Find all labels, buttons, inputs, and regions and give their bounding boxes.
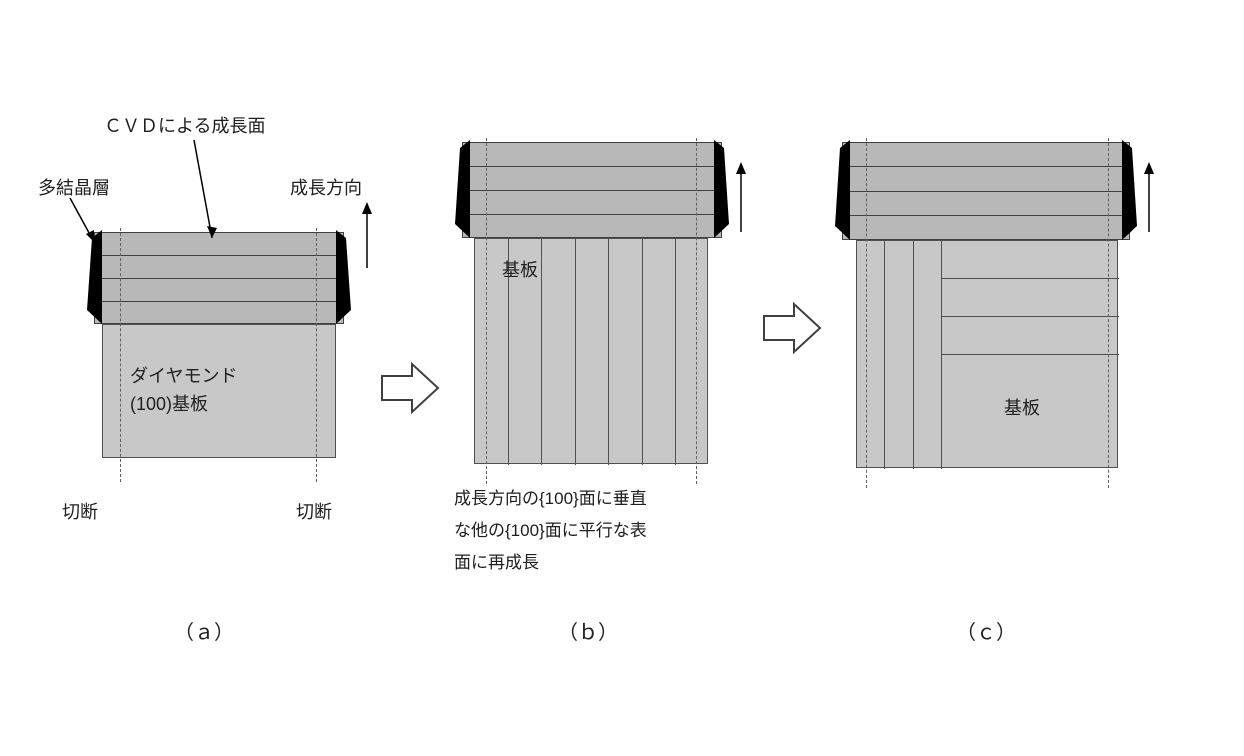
arrow-growth-a	[360, 200, 374, 270]
growth-layer-b	[462, 142, 722, 238]
cut-line-a-right	[316, 228, 317, 482]
label-regrowth-1: 成長方向の{100}面に垂直	[454, 484, 647, 509]
arrow-growth-c	[1142, 160, 1156, 234]
substrate-c	[856, 240, 1118, 468]
panel-letter-c: （ｃ）	[956, 616, 1016, 645]
poly-edge-b-right	[710, 140, 734, 244]
label-growth-dir: 成長方向	[290, 174, 362, 200]
growth-layer-c	[842, 142, 1130, 240]
poly-edge-c-left	[832, 140, 856, 246]
label-substrate-b: 基板	[502, 256, 538, 282]
big-arrow-ab	[378, 360, 442, 416]
arrow-growth-b	[734, 160, 748, 234]
label-cut-left: 切断	[62, 498, 98, 524]
cut-line-a-left	[120, 228, 121, 482]
label-substrate-c: 基板	[1004, 394, 1040, 420]
cut-line-b-right	[696, 138, 697, 484]
label-cut-right: 切断	[296, 498, 332, 524]
label-regrowth-3: 面に再成長	[454, 548, 539, 573]
arrow-poly	[64, 196, 104, 250]
poly-edge-a-right	[332, 230, 356, 330]
cut-line-c-left	[866, 138, 867, 488]
label-cvd: ＣＶＤによる成長面	[104, 112, 265, 138]
panel-letter-b: （ｂ）	[558, 616, 618, 645]
label-diamond-2: (100)基板	[130, 390, 208, 416]
poly-edge-c-right	[1118, 140, 1142, 246]
panel-letter-a: （ａ）	[174, 616, 234, 645]
label-diamond-1: ダイヤモンド	[130, 362, 237, 388]
big-arrow-bc	[760, 300, 824, 356]
label-regrowth-2: な他の{100}面に平行な表	[454, 516, 647, 541]
poly-edge-b-left	[452, 140, 476, 244]
arrow-cvd	[190, 136, 220, 246]
cut-line-c-right	[1108, 138, 1109, 488]
cut-line-b-left	[486, 138, 487, 484]
